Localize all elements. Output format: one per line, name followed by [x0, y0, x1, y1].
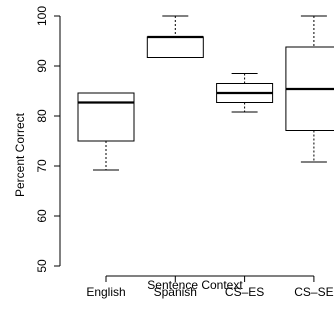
box-3: [285, 15, 334, 163]
box-iqr: [146, 36, 204, 58]
y-tick-label: 80: [35, 109, 49, 123]
box-iqr: [77, 92, 135, 142]
box-2: [216, 73, 274, 113]
y-tick-label: 100: [35, 6, 49, 26]
x-tick-label: English: [86, 285, 125, 299]
y-tick-label: 50: [35, 259, 49, 273]
box-0: [77, 92, 135, 171]
y-tick-label: 70: [35, 159, 49, 173]
box-1: [146, 15, 204, 58]
x-axis-title: Sentence Context: [147, 278, 243, 292]
boxes-group: [77, 15, 334, 171]
y-tick-label: 60: [35, 209, 49, 223]
y-tick-label: 90: [35, 59, 49, 73]
y-axis-title: Percent Correct: [13, 112, 27, 197]
x-tick-label: CS–SE: [294, 285, 333, 299]
y-axis: 50 60 70 80 90 100: [35, 6, 61, 273]
x-axis: English Spanish CS–ES CS–SE: [86, 275, 334, 299]
x-tick-label: Spanish: [154, 285, 197, 299]
x-tick-label: CS–ES: [225, 285, 264, 299]
